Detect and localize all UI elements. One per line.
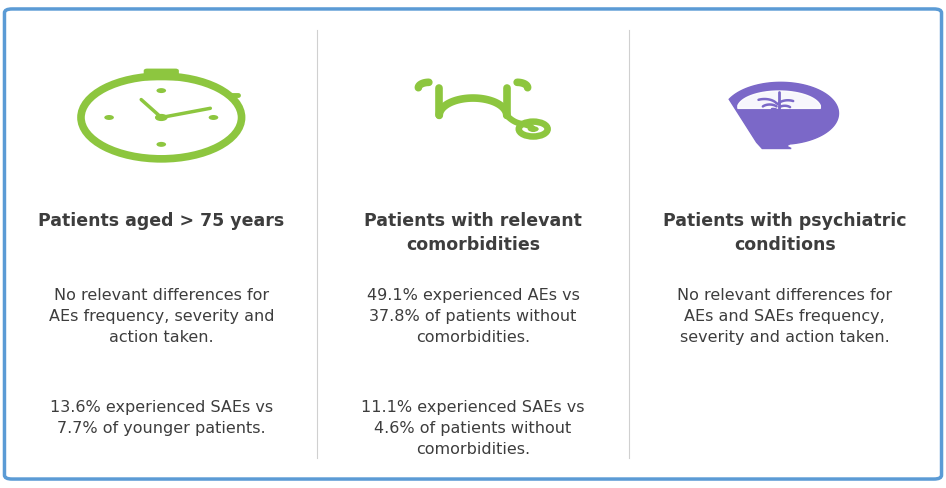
Polygon shape [729,82,838,148]
Text: 49.1% experienced AEs vs
37.8% of patients without
comorbidities.: 49.1% experienced AEs vs 37.8% of patien… [366,288,580,345]
FancyBboxPatch shape [145,69,178,80]
Circle shape [156,115,166,121]
Text: Patients aged > 75 years: Patients aged > 75 years [38,212,285,230]
Circle shape [209,115,219,120]
Circle shape [528,126,538,132]
FancyBboxPatch shape [5,9,941,479]
Circle shape [104,115,114,120]
Text: 11.1% experienced SAEs vs
4.6% of patients without
comorbidities.: 11.1% experienced SAEs vs 4.6% of patien… [361,400,585,457]
Text: No relevant differences for
AEs and SAEs frequency,
severity and action taken.: No relevant differences for AEs and SAEs… [677,288,892,345]
Text: Patients with psychiatric
conditions: Patients with psychiatric conditions [663,212,906,254]
Circle shape [156,142,166,147]
Text: No relevant differences for
AEs frequency, severity and
action taken.: No relevant differences for AEs frequenc… [48,288,274,345]
Polygon shape [738,91,820,108]
Text: 13.6% experienced SAEs vs
7.7% of younger patients.: 13.6% experienced SAEs vs 7.7% of younge… [50,400,272,436]
Circle shape [156,88,166,93]
Text: Patients with relevant
comorbidities: Patients with relevant comorbidities [364,212,582,254]
